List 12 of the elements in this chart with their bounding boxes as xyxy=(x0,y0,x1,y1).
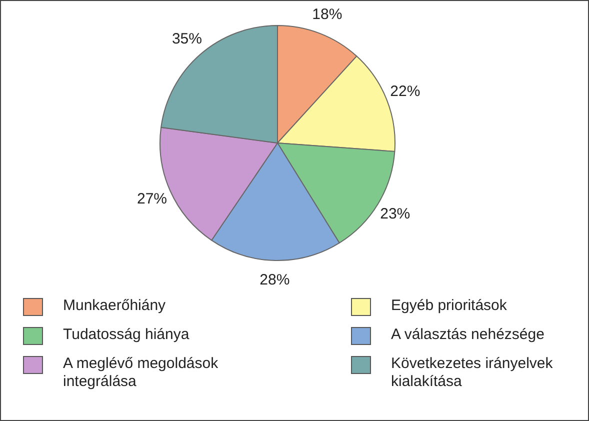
legend-label: Tudatosság hiánya xyxy=(63,326,190,344)
legend-label: Következetes irányelvek kialakítása xyxy=(391,355,554,391)
legend-label: A választás nehézsége xyxy=(391,326,544,344)
legend-label: Egyéb prioritások xyxy=(391,297,507,315)
data-label: 22% xyxy=(390,83,420,100)
data-label: 28% xyxy=(260,272,290,289)
legend-label: Munkaerőhiány xyxy=(63,297,166,315)
data-label: 18% xyxy=(312,6,342,23)
legend-label: A meglévő megoldások integrálása xyxy=(63,355,220,391)
data-label: 27% xyxy=(136,190,168,208)
data-label: 23% xyxy=(380,205,410,222)
data-label: 35% xyxy=(172,30,202,48)
